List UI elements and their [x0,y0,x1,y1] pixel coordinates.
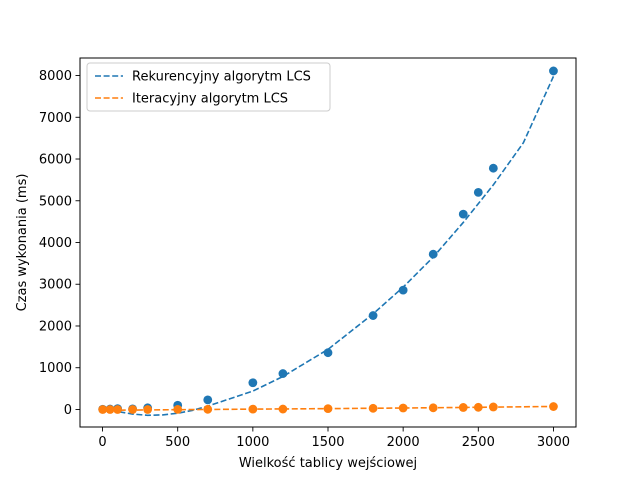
series-point-1 [428,403,438,413]
series-point-1 [98,405,108,414]
series-point-1 [398,403,408,413]
axes-frame [79,57,577,428]
y-tick-label: 3000 [39,278,72,293]
series-point-0 [549,66,558,76]
series-point-1 [488,402,498,412]
x-tick-label: 1000 [236,435,269,450]
x-tick-label: 3000 [537,435,570,450]
series-point-1 [105,405,115,414]
series-point-0 [488,163,498,173]
series-fit-line-0 [102,76,555,417]
series-point-0 [428,249,438,259]
y-axis-label: Czas wykonania (ms) [15,174,30,312]
series-point-0 [368,311,378,320]
series-point-0 [458,209,468,219]
y-tick-label: 7000 [39,111,72,126]
x-tick-label: 2500 [462,435,495,450]
series-point-1 [113,405,122,414]
series-point-1 [143,405,153,414]
series-point-1 [248,404,258,414]
series-point-0 [203,395,213,405]
x-tick-label: 1500 [311,435,344,450]
series-point-0 [323,348,333,358]
series-point-1 [368,403,378,413]
plot-layer [98,66,558,417]
x-axis-label: Wielkość tablicy wejściowej [239,456,417,471]
x-tick-label: 500 [165,435,190,450]
y-tick-label: 4000 [39,236,72,251]
ticks-layer: 0 500 1000 1500 2000 2500 3000 0 1000 2000 3000 400… [39,69,570,450]
series-point-1 [128,405,138,414]
y-tick-label: 0 [64,403,72,418]
series-point-1 [203,404,213,414]
series-point-1 [458,403,468,412]
series-point-1 [323,404,333,414]
legend-frame [86,62,331,112]
y-tick-label: 2000 [39,319,72,334]
series-point-0 [248,378,258,388]
y-tick-label: 8000 [39,69,72,84]
series-point-0 [473,188,483,197]
x-tick-label: 2000 [387,435,420,450]
x-tick-label: 0 [98,435,106,450]
series-point-0 [398,285,408,295]
y-tick-label: 5000 [39,194,72,209]
legend: Rekurencyjny algorytm LCS Iteracyjny algo… [86,62,331,112]
series-point-0 [278,369,288,378]
y-tick-label: 1000 [39,361,72,376]
series-point-1 [549,402,558,411]
y-tick-label: 6000 [39,153,72,168]
legend-label: Rekurencyjny algorytm LCS [132,70,311,85]
series-point-1 [278,404,288,414]
legend-label: Iteracyjny algorytm LCS [132,92,288,107]
series-point-1 [473,402,483,412]
series-point-1 [173,404,183,414]
